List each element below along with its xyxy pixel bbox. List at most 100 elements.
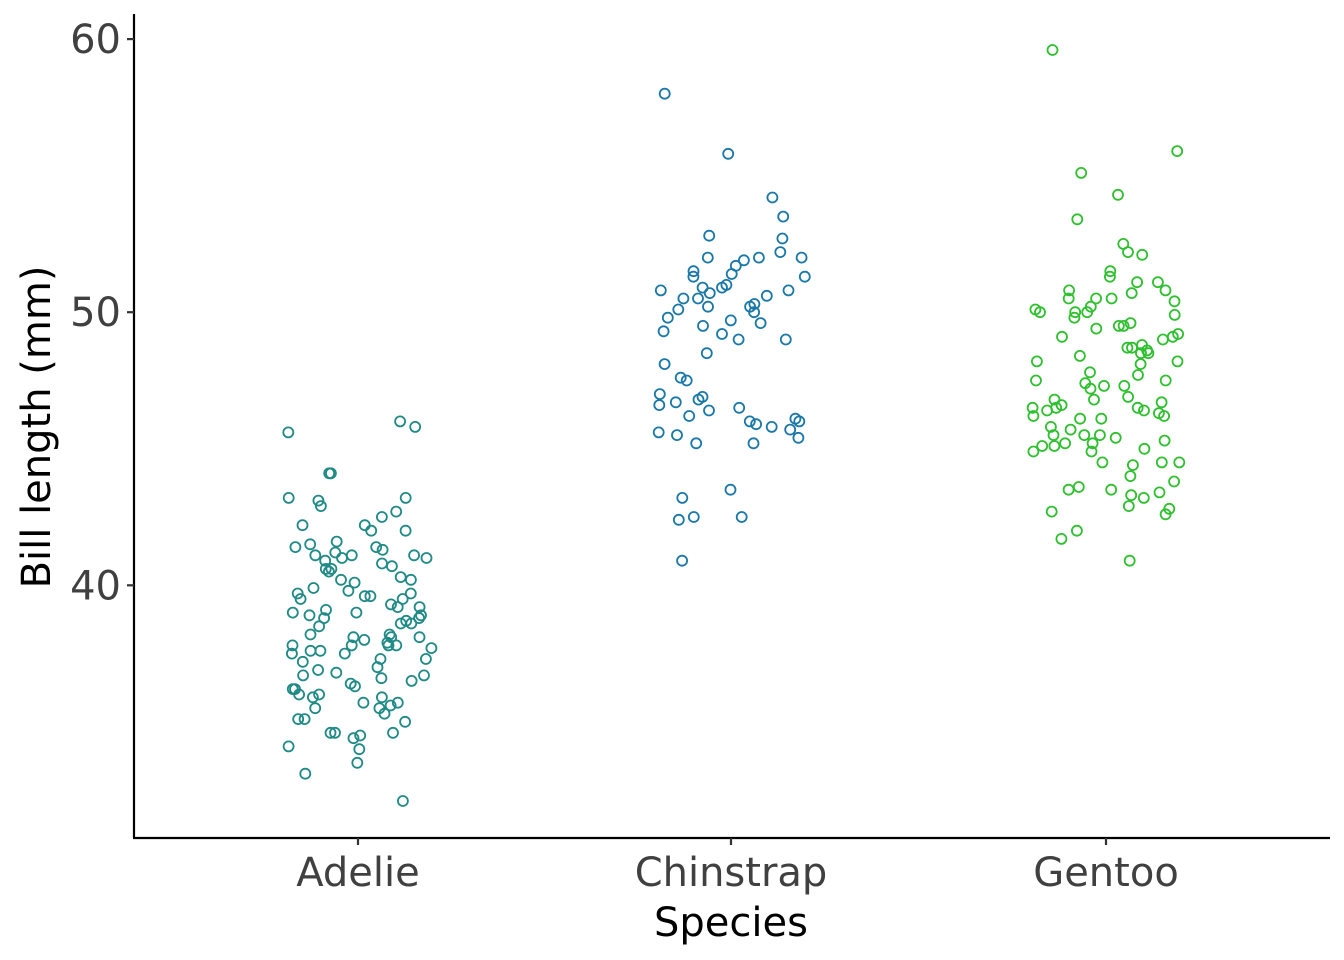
data-point-gentoo [1090,322,1103,335]
data-point-chinstrap [743,415,756,428]
data-point-gentoo [1159,374,1172,387]
data-point-chinstrap [661,311,674,324]
data-point-adelie [345,639,358,652]
data-point-adelie [357,696,370,709]
data-point-chinstrap [750,418,762,431]
data-point-chinstrap [696,281,709,294]
data-point-adelie [358,634,371,646]
data-point-chinstrap [753,251,765,264]
data-point-adelie [354,729,367,742]
data-point-chinstrap [735,511,748,523]
data-point-chinstrap [766,191,779,204]
data-point-chinstrap [687,511,700,523]
data-point-adelie [353,743,366,756]
data-point-gentoo [1132,369,1144,381]
data-point-adelie [375,691,388,704]
data-point-adelie [404,573,417,586]
data-point-chinstrap [716,281,728,294]
data-point-gentoo [1096,456,1109,469]
data-point-gentoo [1138,442,1151,455]
data-point-gentoo [1121,341,1134,354]
data-point-gentoo [1056,330,1068,343]
data-point-gentoo [1125,287,1138,300]
data-point-adelie [289,541,302,553]
data-point-gentoo [1075,166,1088,179]
y-tick-label: 40 [70,563,121,609]
data-point-gentoo [1153,486,1166,499]
data-point-chinstrap [747,437,760,450]
data-point-adelie [350,606,363,619]
data-point-adelie [342,584,355,597]
data-point-gentoo [1157,333,1169,346]
data-point-chinstrap [653,399,666,412]
data-point-chinstrap [784,423,797,436]
data-point-chinstrap [652,426,665,439]
data-point-adelie [286,639,299,652]
data-point-adelie [371,661,384,674]
data-point-adelie [345,549,358,562]
x-tick-label-adelie: Adelie [296,850,420,896]
data-point-adelie [330,666,343,679]
data-point-gentoo [1155,396,1168,409]
data-point-gentoo [1095,412,1108,425]
data-point-gentoo [1072,481,1085,493]
series-gentoo [1026,44,1186,567]
data-point-gentoo [1158,410,1170,422]
data-point-adelie [375,511,388,523]
data-point-gentoo [1152,276,1164,289]
data-point-chinstrap [680,374,693,387]
data-point-gentoo [1069,306,1082,319]
data-point-adelie [396,795,409,807]
data-point-adelie [325,563,338,575]
data-point-gentoo [1063,284,1075,297]
data-point-chinstrap [658,87,671,100]
data-point-adelie [324,726,337,739]
data-point-adelie [351,756,364,769]
data-point-adelie [390,639,403,652]
data-point-chinstrap [700,347,713,360]
data-point-gentoo [1124,470,1137,483]
data-point-adelie [358,590,371,603]
data-point-gentoo [1105,483,1118,496]
data-point-chinstrap [792,431,805,444]
data-point-adelie [419,653,432,665]
data-point-chinstrap [702,300,714,313]
data-point-gentoo [1104,270,1116,283]
data-point-chinstrap [683,410,696,422]
data-point-chinstrap [793,415,806,428]
data-point-gentoo [1105,292,1118,305]
data-point-adelie [286,606,299,619]
data-point-adelie [282,491,295,504]
data-point-gentoo [1027,445,1040,458]
data-point-gentoo [1047,429,1060,442]
x-axis-title: Species [654,900,808,946]
data-point-gentoo [1048,440,1061,452]
data-point-chinstrap [722,147,735,160]
data-point-chinstrap [653,388,666,401]
data-point-gentoo [1137,491,1150,504]
data-point-chinstrap [697,319,709,332]
data-point-gentoo [1112,319,1125,332]
data-point-adelie [330,535,343,548]
data-point-gentoo [1122,390,1134,403]
data-point-gentoo [1062,483,1075,496]
data-point-adelie [303,609,316,622]
data-point-adelie [413,601,426,613]
data-point-chinstrap [716,328,728,340]
data-point-adelie [391,696,404,709]
data-point-chinstrap [654,284,667,297]
data-point-adelie [314,644,327,657]
data-point-chinstrap [671,429,683,442]
y-tick-label: 60 [70,17,121,63]
data-point-gentoo [1084,366,1096,379]
data-point-chinstrap [687,270,700,283]
data-point-gentoo [1078,429,1091,442]
data-point-chinstrap [657,325,670,338]
data-point-chinstrap [703,229,716,242]
data-point-adelie [382,639,395,652]
data-point-gentoo [1131,276,1143,289]
data-point-gentoo [1086,437,1099,450]
data-point-adelie [335,573,347,586]
data-point-adelie [349,680,361,693]
